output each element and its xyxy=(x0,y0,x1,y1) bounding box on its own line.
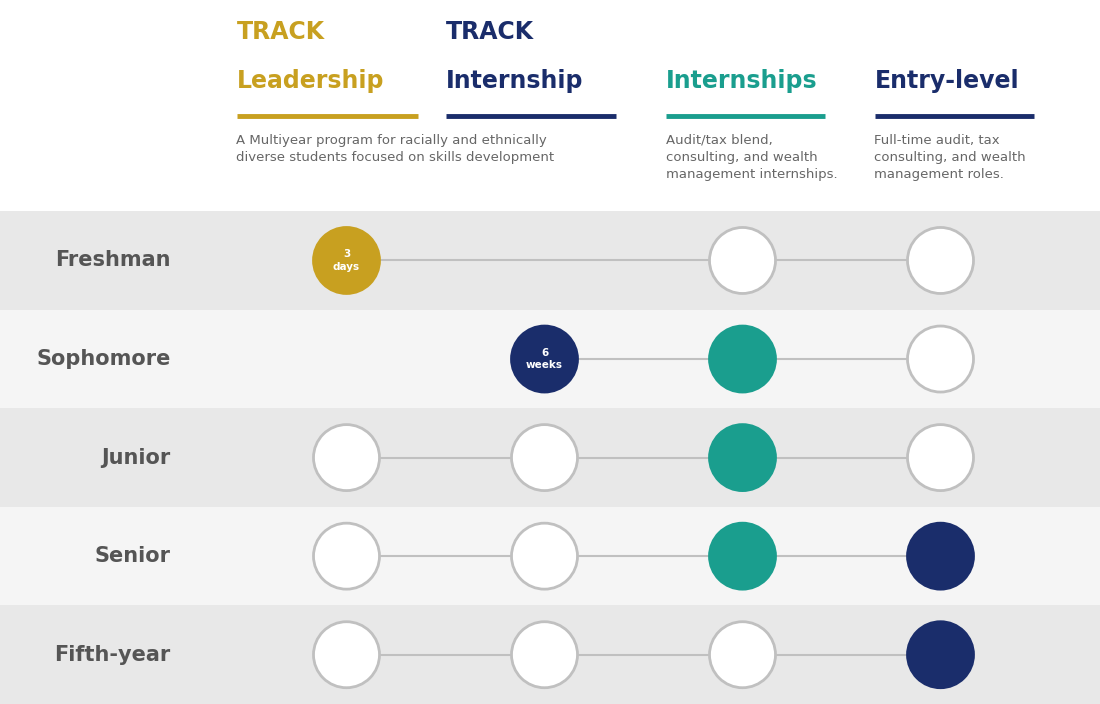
Text: Junior: Junior xyxy=(101,448,170,467)
Text: TRACK: TRACK xyxy=(236,20,324,44)
Text: Entry-level: Entry-level xyxy=(874,69,1019,93)
Ellipse shape xyxy=(908,622,974,688)
Ellipse shape xyxy=(710,523,776,589)
Ellipse shape xyxy=(908,523,974,589)
Text: 3
days: 3 days xyxy=(333,249,360,272)
Ellipse shape xyxy=(710,425,776,491)
Bar xyxy=(0,310,1100,408)
Text: Freshman: Freshman xyxy=(55,251,170,270)
Ellipse shape xyxy=(512,326,578,392)
Text: A Multiyear program for racially and ethnically
diverse students focused on skil: A Multiyear program for racially and eth… xyxy=(236,134,554,164)
Ellipse shape xyxy=(512,622,578,688)
Ellipse shape xyxy=(314,622,380,688)
Text: Full-time audit, tax
consulting, and wealth
management roles.: Full-time audit, tax consulting, and wea… xyxy=(874,134,1026,181)
Ellipse shape xyxy=(908,425,974,491)
Text: Internship: Internship xyxy=(446,69,583,93)
Ellipse shape xyxy=(314,523,380,589)
Text: Audit/tax blend,
consulting, and wealth
management internships.: Audit/tax blend, consulting, and wealth … xyxy=(666,134,837,181)
Text: Senior: Senior xyxy=(95,546,170,566)
Text: Internships: Internships xyxy=(666,69,817,93)
Bar xyxy=(0,408,1100,507)
Ellipse shape xyxy=(710,622,776,688)
Ellipse shape xyxy=(512,523,578,589)
Bar xyxy=(0,211,1100,310)
Ellipse shape xyxy=(314,227,380,294)
Ellipse shape xyxy=(512,425,578,491)
Text: Leadership: Leadership xyxy=(236,69,384,93)
Bar xyxy=(0,507,1100,605)
Text: 6
weeks: 6 weeks xyxy=(526,348,563,370)
Ellipse shape xyxy=(908,326,974,392)
Ellipse shape xyxy=(908,227,974,294)
Ellipse shape xyxy=(710,227,776,294)
Ellipse shape xyxy=(710,326,776,392)
Text: TRACK: TRACK xyxy=(446,20,534,44)
Ellipse shape xyxy=(314,425,380,491)
Bar xyxy=(0,605,1100,704)
Text: Fifth-year: Fifth-year xyxy=(54,645,170,665)
Text: Sophomore: Sophomore xyxy=(36,349,170,369)
